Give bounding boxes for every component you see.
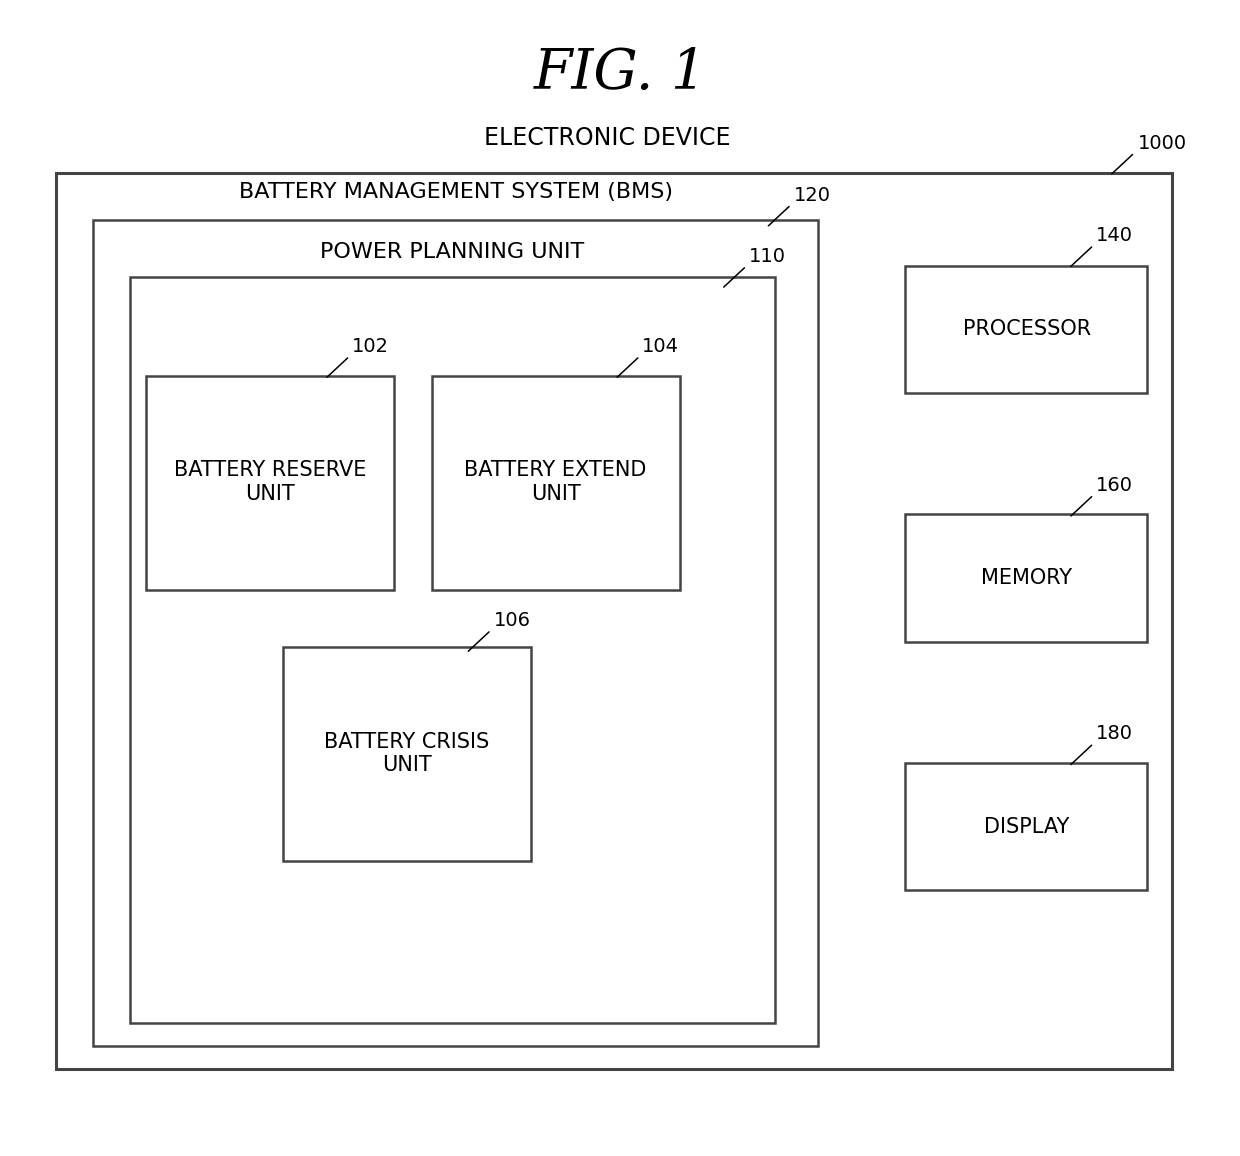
Bar — [283, 647, 531, 861]
Bar — [56, 173, 1172, 1069]
Text: 180: 180 — [1096, 725, 1133, 743]
Bar — [905, 763, 1147, 890]
Bar — [905, 514, 1147, 642]
Text: MEMORY: MEMORY — [981, 568, 1073, 588]
Text: BATTERY RESERVE
UNIT: BATTERY RESERVE UNIT — [174, 460, 367, 504]
Text: FIG. 1: FIG. 1 — [533, 46, 707, 101]
Text: BATTERY EXTEND
UNIT: BATTERY EXTEND UNIT — [464, 460, 647, 504]
Bar — [93, 220, 818, 1046]
Text: 106: 106 — [494, 612, 531, 630]
Text: ELECTRONIC DEVICE: ELECTRONIC DEVICE — [485, 126, 730, 150]
Text: DISPLAY: DISPLAY — [985, 816, 1069, 837]
Bar — [432, 376, 680, 590]
Text: 1000: 1000 — [1138, 134, 1188, 153]
Text: BATTERY MANAGEMENT SYSTEM (BMS): BATTERY MANAGEMENT SYSTEM (BMS) — [239, 183, 673, 202]
Text: POWER PLANNING UNIT: POWER PLANNING UNIT — [320, 243, 585, 262]
Bar — [146, 376, 394, 590]
Text: 160: 160 — [1096, 476, 1133, 495]
Text: 120: 120 — [794, 186, 831, 205]
Text: 104: 104 — [642, 338, 680, 356]
Text: PROCESSOR: PROCESSOR — [962, 319, 1091, 340]
Text: 102: 102 — [352, 338, 389, 356]
Text: BATTERY CRISIS
UNIT: BATTERY CRISIS UNIT — [324, 732, 490, 776]
Text: 110: 110 — [749, 247, 786, 266]
Text: 140: 140 — [1096, 227, 1133, 245]
Bar — [130, 277, 775, 1023]
Bar — [905, 266, 1147, 393]
